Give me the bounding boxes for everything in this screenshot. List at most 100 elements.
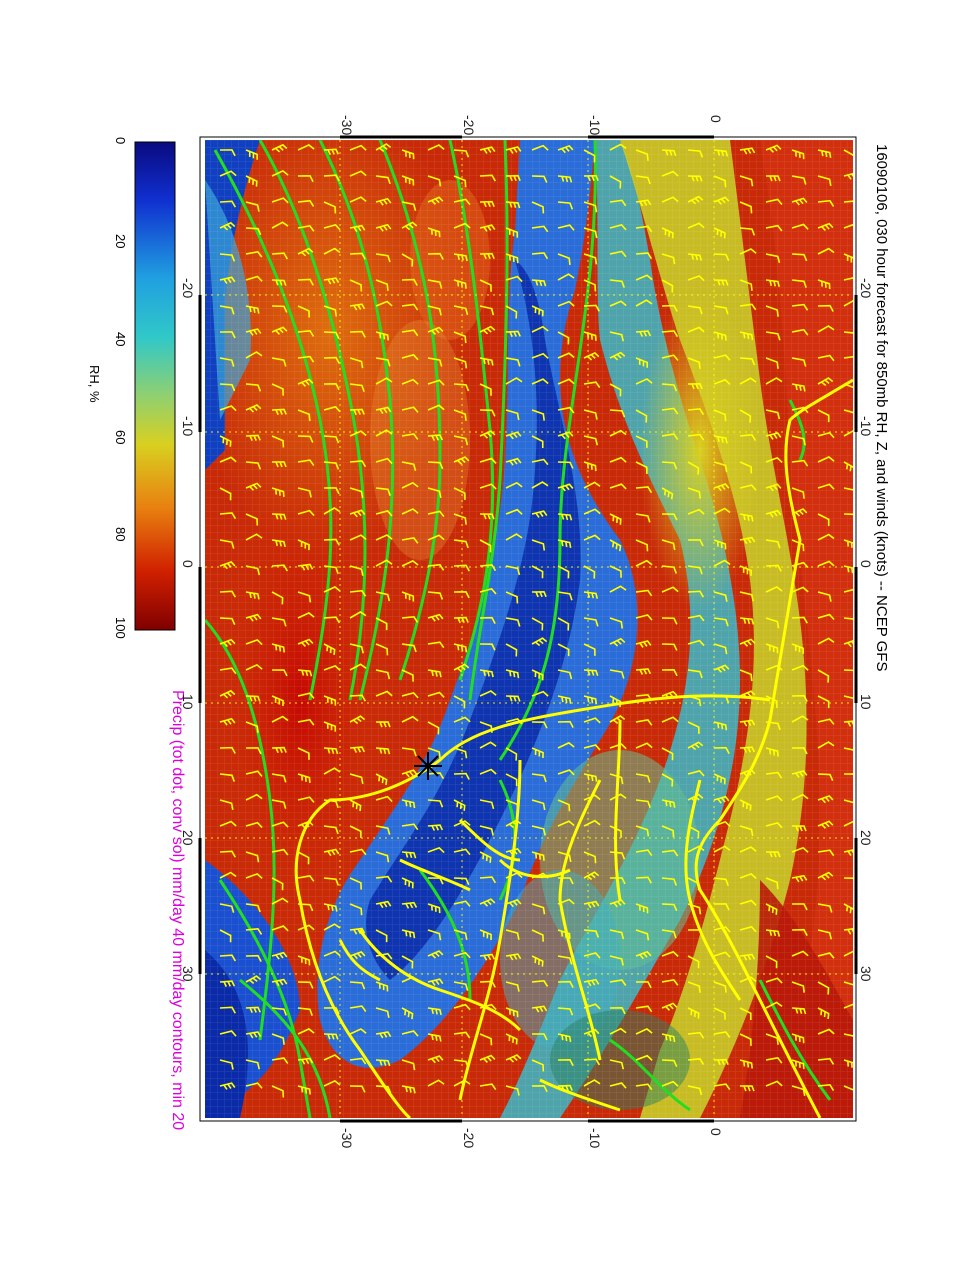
wind-barb xyxy=(791,197,808,206)
wind-barb xyxy=(765,144,782,153)
wind-barb xyxy=(765,1080,783,1087)
wind-barb xyxy=(713,746,730,755)
wind-barb xyxy=(453,929,468,941)
wind-barb xyxy=(687,461,700,475)
wind-barb xyxy=(297,459,315,466)
wind-barb xyxy=(427,563,445,571)
wind-barb xyxy=(505,899,522,908)
wind-barb xyxy=(843,669,853,677)
wind-barb xyxy=(401,378,419,385)
wind-barb xyxy=(687,614,705,622)
wind-barb xyxy=(661,1059,678,1067)
wind-barb xyxy=(791,793,809,801)
wind-barb xyxy=(219,850,236,858)
wind-barb xyxy=(219,871,237,879)
wind-barb xyxy=(271,221,289,229)
wind-barb xyxy=(635,950,652,960)
wind-barb xyxy=(531,955,544,967)
wind-barb xyxy=(453,616,469,624)
wind-barb xyxy=(713,1031,731,1038)
wind-barb xyxy=(505,330,521,338)
wind-barb xyxy=(765,585,783,593)
wind-barb xyxy=(245,482,262,491)
wind-barb xyxy=(739,175,754,187)
wind-barb xyxy=(401,747,417,757)
wind-barb xyxy=(765,821,783,829)
wind-barb xyxy=(843,773,853,781)
wind-barb xyxy=(791,825,807,832)
wind-barb xyxy=(479,409,496,417)
wind-barb xyxy=(323,174,341,182)
wind-barb xyxy=(375,253,391,263)
wind-barb xyxy=(323,825,339,835)
wind-barb xyxy=(245,954,262,963)
wind-barb xyxy=(323,950,341,957)
wind-barb xyxy=(609,585,627,593)
wind-barb xyxy=(713,483,730,492)
wind-barb xyxy=(453,435,469,446)
wind-barb xyxy=(791,406,809,414)
wind-barb xyxy=(739,825,754,837)
wind-barb xyxy=(557,741,575,749)
wind-barb xyxy=(297,773,311,784)
wind-barb xyxy=(687,1007,700,1019)
wind-barb xyxy=(401,536,419,544)
wind-barb xyxy=(323,767,341,775)
lon-tick-right-0: 0 xyxy=(858,560,874,568)
wind-barb xyxy=(375,197,392,206)
wind-barb xyxy=(219,512,237,520)
wind-barb xyxy=(609,565,622,578)
wind-barb xyxy=(427,721,440,735)
wind-barb xyxy=(375,851,390,863)
wind-barb xyxy=(323,507,341,515)
wind-barb xyxy=(817,456,835,463)
wind-barb xyxy=(349,279,363,292)
wind-barb xyxy=(557,1033,572,1043)
wind-barb xyxy=(245,404,262,413)
wind-barb xyxy=(583,952,601,959)
wind-barb xyxy=(843,253,853,265)
wind-barb xyxy=(713,149,729,157)
wind-barb xyxy=(609,637,626,647)
wind-barb xyxy=(219,405,237,412)
wind-barb xyxy=(739,872,757,880)
wind-barb xyxy=(401,877,414,889)
wind-barb xyxy=(245,434,261,442)
wind-barb xyxy=(713,795,730,804)
wind-barb xyxy=(713,253,730,262)
wind-barb xyxy=(713,820,731,827)
wind-barb xyxy=(401,851,417,859)
wind-barb xyxy=(583,481,601,489)
wind-barb xyxy=(635,825,650,837)
wind-barb xyxy=(297,355,315,363)
wind-barb xyxy=(271,821,289,828)
wind-barb xyxy=(635,513,651,523)
wind-barb xyxy=(791,1007,807,1015)
wind-barb xyxy=(739,303,757,311)
wind-barb xyxy=(687,590,704,598)
wind-barb xyxy=(791,539,805,552)
wind-barb xyxy=(557,253,571,265)
wind-barb xyxy=(713,409,727,422)
wind-barb xyxy=(739,536,756,545)
wind-barb xyxy=(297,487,312,498)
wind-barb xyxy=(531,851,545,861)
wind-barb xyxy=(297,175,314,183)
wind-barb xyxy=(453,564,471,572)
wind-barb xyxy=(765,279,780,287)
wind-barb xyxy=(271,197,289,204)
wind-barb xyxy=(713,664,730,673)
wind-barb xyxy=(557,820,575,827)
wind-barb xyxy=(271,848,289,856)
wind-barb xyxy=(219,903,235,913)
wind-barb xyxy=(765,795,783,802)
wind-barb xyxy=(687,408,705,416)
wind-barb xyxy=(453,772,470,780)
wind-barb xyxy=(349,903,363,916)
wind-barb xyxy=(219,200,237,208)
wind-barb xyxy=(427,252,444,260)
lat-tick-top-m30: -30 xyxy=(339,115,355,136)
wind-barb xyxy=(349,981,366,990)
wind-barb xyxy=(297,669,313,677)
wind-barb xyxy=(271,252,289,260)
